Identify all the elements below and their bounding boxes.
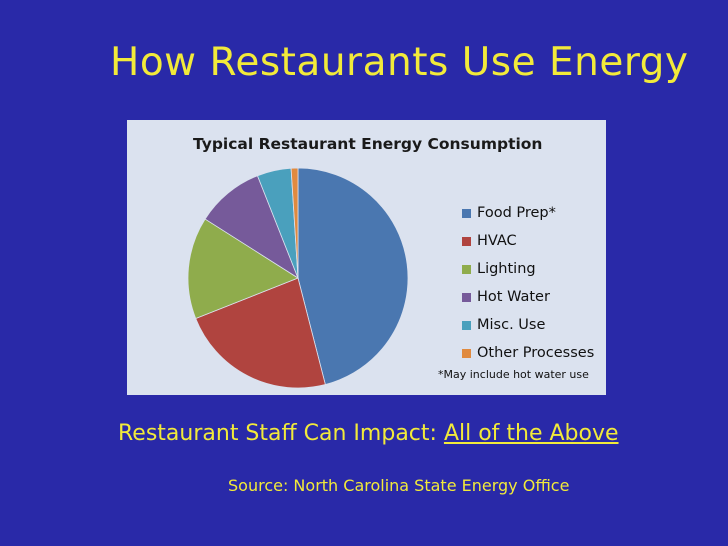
legend-swatch xyxy=(462,320,471,330)
legend-swatch xyxy=(462,348,471,358)
impact-prefix: Restaurant Staff Can Impact: xyxy=(118,421,444,446)
legend-swatch xyxy=(462,236,471,246)
pie-chart: Typical Restaurant Energy Consumption Fo… xyxy=(127,120,606,395)
chart-title: Typical Restaurant Energy Consumption xyxy=(193,135,543,153)
legend-item-5: Other Processes xyxy=(462,339,594,367)
chart-footnote: *May include hot water use xyxy=(438,368,589,381)
legend-item-0: Food Prep* xyxy=(462,199,594,227)
legend-label: HVAC xyxy=(477,233,517,249)
legend-item-4: Misc. Use xyxy=(462,311,594,339)
impact-link[interactable]: All of the Above xyxy=(443,421,619,446)
legend-label: Hot Water xyxy=(477,289,550,305)
pie-slice-2 xyxy=(187,218,299,320)
impact-statement: Restaurant Staff Can Impact: All of the … xyxy=(118,421,619,446)
legend-label: Lighting xyxy=(477,261,536,277)
legend-swatch xyxy=(462,208,471,218)
legend-swatch xyxy=(462,264,471,274)
legend-label: Misc. Use xyxy=(477,317,546,333)
chart-legend: Food Prep* HVAC Lighting Hot Water Misc. Use… xyxy=(462,199,594,367)
legend-item-2: Lighting xyxy=(462,255,594,283)
legend-label: Food Prep* xyxy=(477,205,556,221)
legend-item-3: Hot Water xyxy=(462,283,594,311)
legend-label: Other Processes xyxy=(477,345,595,361)
pie-slice-1 xyxy=(195,277,326,389)
legend-swatch xyxy=(462,292,471,302)
pie-slice-5 xyxy=(290,167,299,279)
source-citation: Source: North Carolina State Energy Offi… xyxy=(228,476,570,495)
pie-plot xyxy=(187,167,409,389)
legend-item-1: HVAC xyxy=(462,227,594,255)
slide-title: How Restaurants Use Energy xyxy=(110,40,689,85)
pie-slice-0 xyxy=(297,167,409,386)
